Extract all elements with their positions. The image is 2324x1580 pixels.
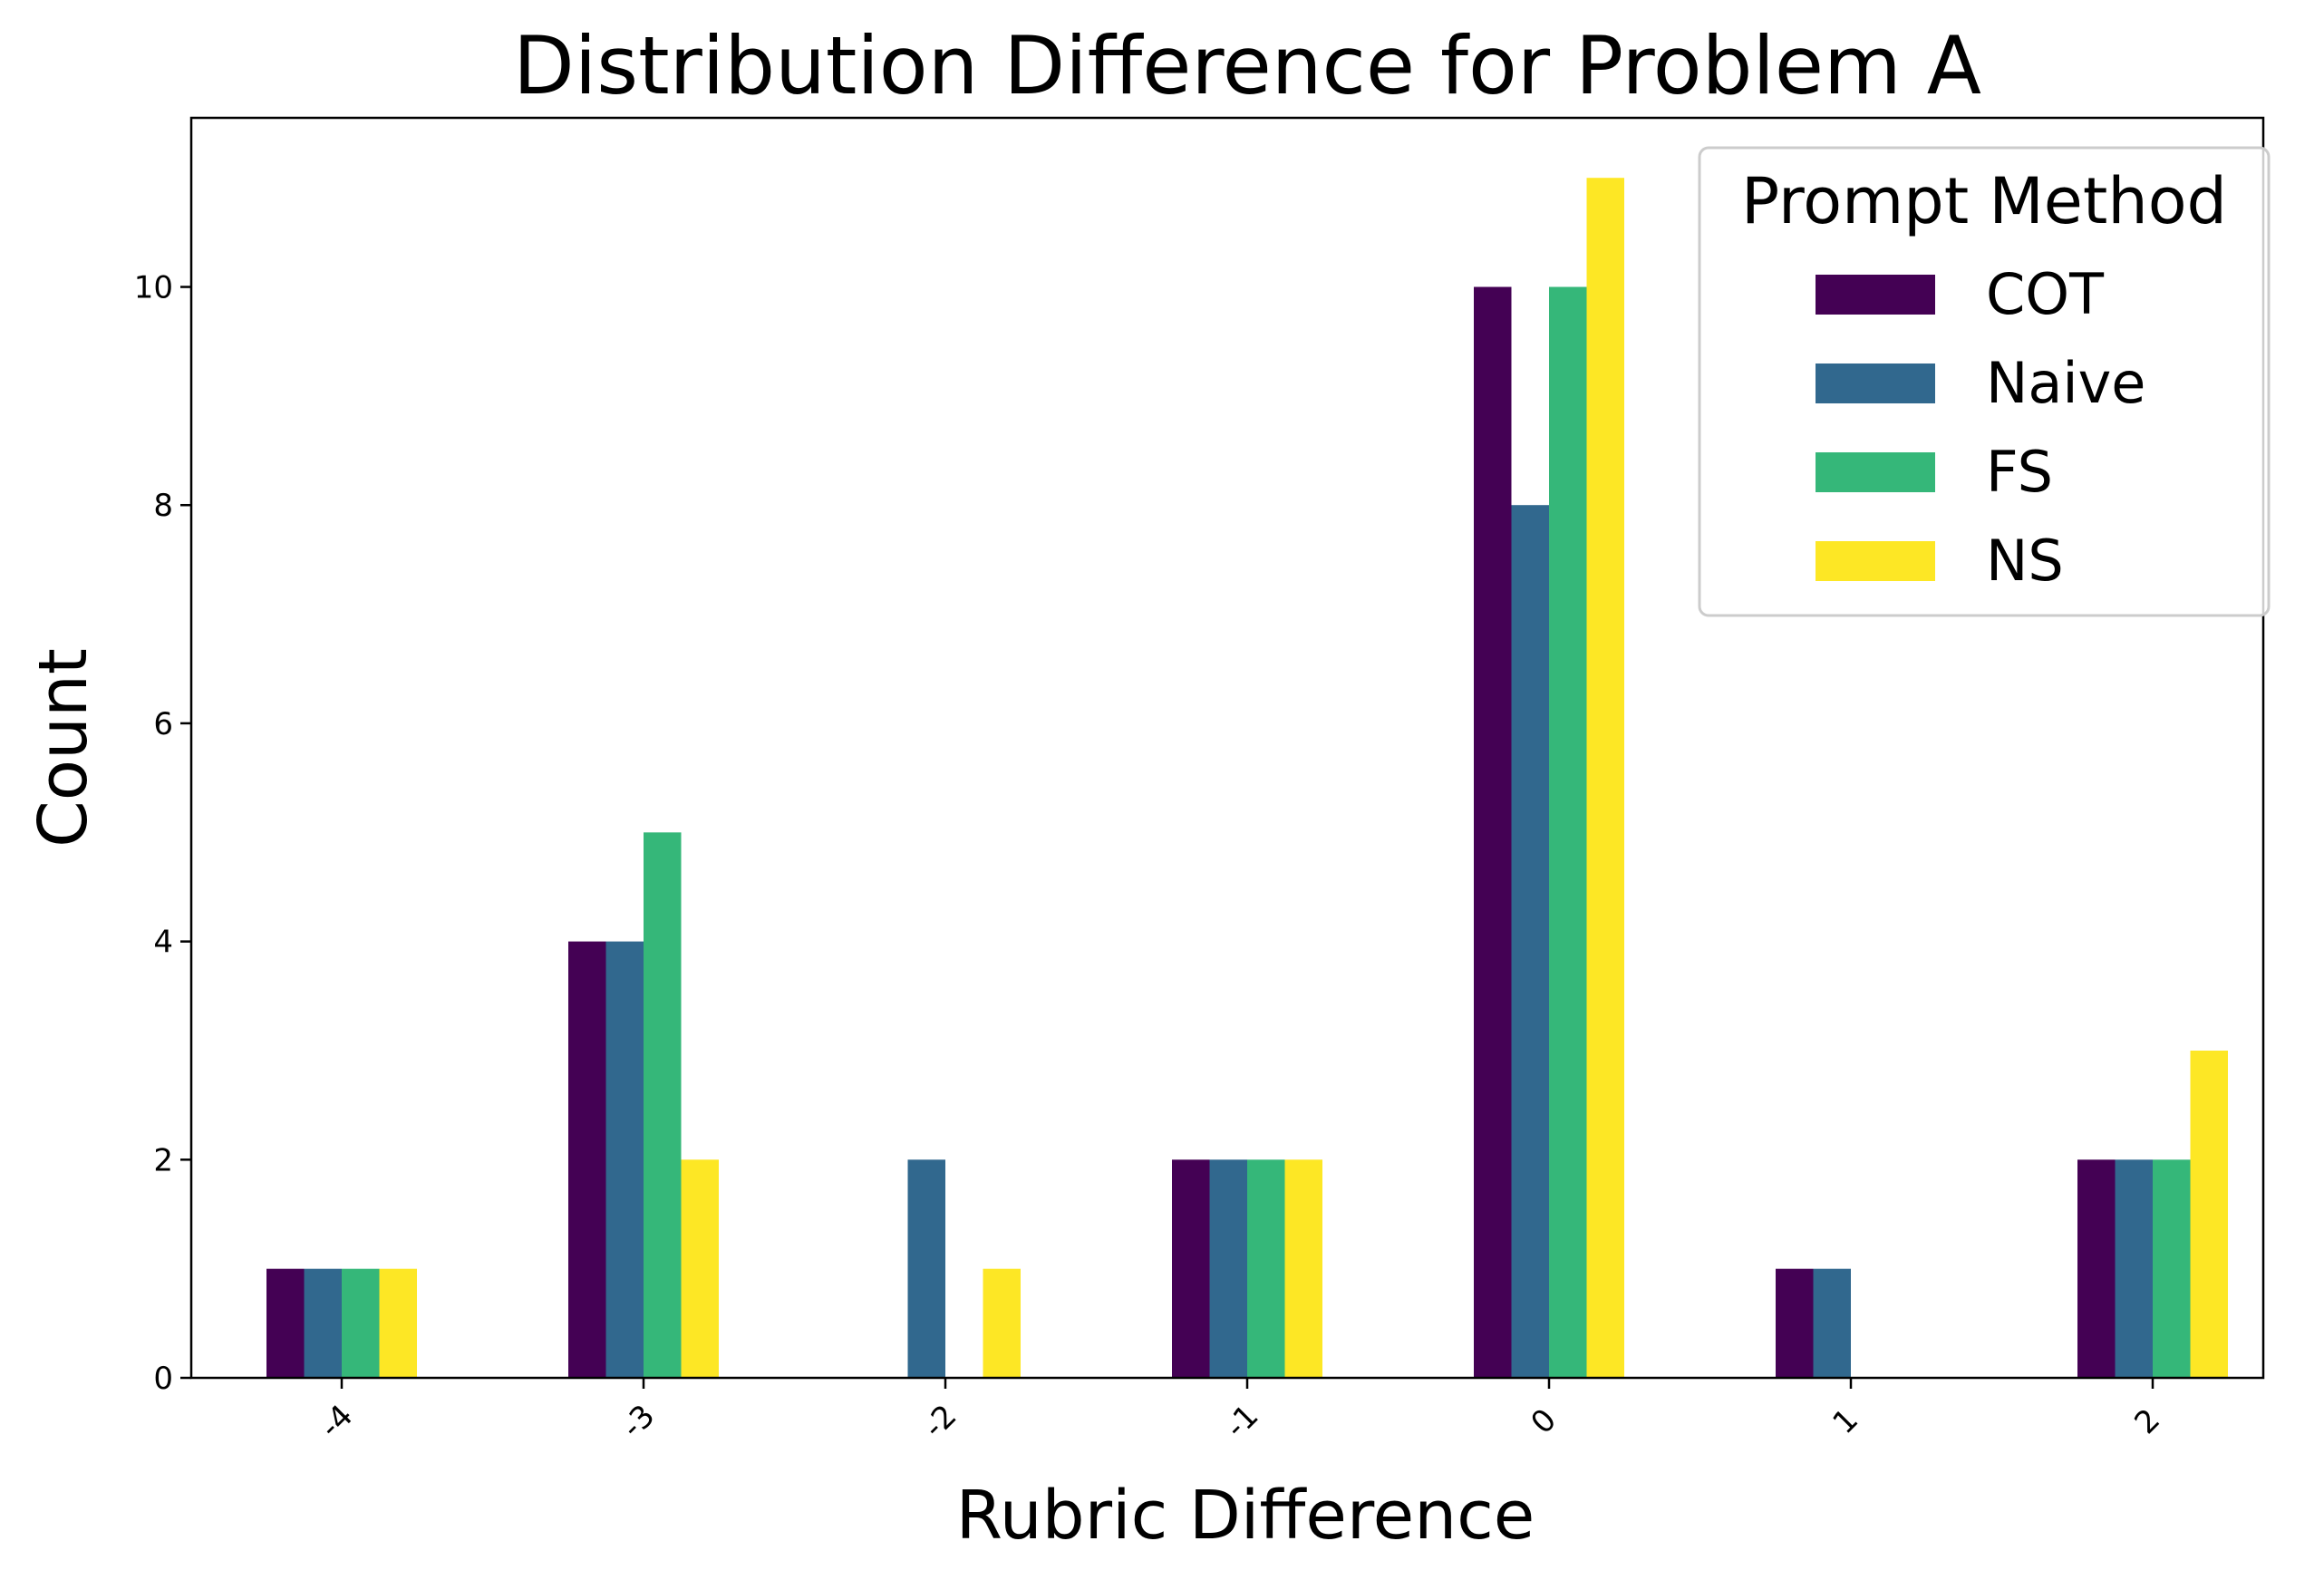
bar-cot--3: [568, 941, 606, 1378]
y-tick-label: 2: [153, 1142, 173, 1178]
bar-fs--1: [1247, 1159, 1285, 1378]
bar-cot-2: [2077, 1159, 2116, 1378]
y-tick-label: 4: [153, 925, 173, 961]
bar-ns--1: [1284, 1159, 1322, 1378]
bar-naive--3: [605, 941, 644, 1378]
y-tick-label: 0: [153, 1361, 173, 1397]
bar-fs-0: [1549, 286, 1587, 1378]
bar-ns-0: [1586, 178, 1624, 1379]
bar-naive--4: [304, 1268, 342, 1378]
legend-frame: [1698, 146, 2271, 617]
bar-naive--1: [1209, 1159, 1247, 1378]
bar-naive-1: [1813, 1268, 1851, 1378]
y-tick-label: 6: [153, 706, 173, 742]
bar-ns-2: [2190, 1051, 2228, 1378]
legend-title: Prompt Method: [1741, 164, 2227, 238]
legend-label-fs: FS: [1986, 439, 2053, 505]
legend-entries: COT Naive FS NS: [1816, 261, 2145, 594]
bar-fs--4: [342, 1268, 380, 1378]
chart-title: Distribution Difference for Problem A: [513, 19, 1981, 112]
y-axis-ticks: 0 2 4 6 8 10: [134, 270, 191, 1397]
bar-naive--2: [907, 1159, 945, 1378]
bar-ns--2: [983, 1268, 1021, 1378]
bar-naive-0: [1511, 505, 1549, 1378]
bar-fs-2: [2153, 1159, 2191, 1378]
x-axis-label: Rubric Difference: [956, 1477, 1535, 1555]
legend-label-ns: NS: [1986, 528, 2064, 594]
legend: Prompt Method COT Naive FS NS: [1698, 146, 2271, 617]
y-tick-label: 8: [153, 488, 173, 524]
bar-fs--3: [644, 832, 682, 1378]
bar-naive-2: [2115, 1159, 2153, 1378]
legend-swatch-cot: [1816, 275, 1935, 315]
bar-cot-1: [1776, 1268, 1814, 1378]
bar-cot-0: [1474, 286, 1512, 1378]
bars-layer: [266, 178, 2228, 1379]
legend-label-naive: Naive: [1986, 350, 2145, 416]
legend-swatch-naive: [1816, 363, 1935, 403]
legend-label-cot: COT: [1986, 261, 2105, 327]
legend-swatch-ns: [1816, 541, 1935, 581]
plot-frame: [189, 116, 2265, 1380]
bar-cot--4: [266, 1268, 305, 1378]
bar-ns--3: [681, 1159, 719, 1378]
bar-cot--1: [1172, 1159, 1210, 1378]
bar-ns--4: [379, 1268, 417, 1378]
y-axis-label: Count: [24, 648, 102, 848]
y-tick-label: 10: [134, 270, 173, 306]
legend-swatch-fs: [1816, 452, 1935, 492]
